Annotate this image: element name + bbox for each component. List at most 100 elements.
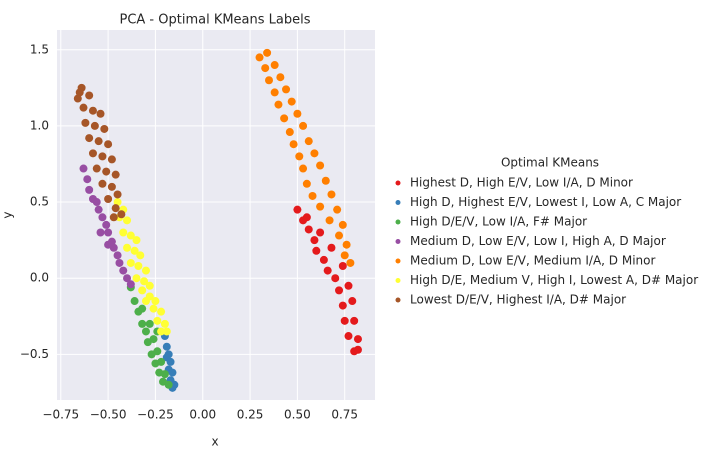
scatter-point xyxy=(123,274,132,283)
scatter-point xyxy=(96,228,105,237)
scatter-point xyxy=(346,258,355,267)
scatter-point xyxy=(293,109,302,118)
scatter-point xyxy=(138,286,147,295)
x-tick-label: −0.75 xyxy=(42,408,79,422)
scatter-point xyxy=(107,182,116,191)
scatter-point xyxy=(333,205,342,214)
scatter-point xyxy=(276,73,285,82)
scatter-point xyxy=(304,137,313,146)
scatter-point xyxy=(85,134,94,143)
scatter-point xyxy=(79,164,88,173)
scatter-point xyxy=(123,243,132,252)
scatter-point xyxy=(263,48,272,57)
scatter-point xyxy=(119,228,128,237)
scatter-point xyxy=(350,316,359,325)
scatter-point xyxy=(88,106,97,115)
scatter-point xyxy=(316,202,325,211)
scatter-point xyxy=(299,121,308,130)
scatter-point xyxy=(323,266,332,275)
scatter-point xyxy=(100,124,109,133)
scatter-point xyxy=(353,345,362,354)
scatter-point xyxy=(302,213,311,222)
scatter-point xyxy=(126,231,135,240)
y-tick-label: 1.0 xyxy=(30,118,49,132)
scatter-point xyxy=(104,140,113,149)
x-axis-label: x xyxy=(211,435,218,449)
scatter-point xyxy=(353,335,362,344)
scatter-point xyxy=(92,164,101,173)
scatter-point xyxy=(123,216,132,225)
scatter-point xyxy=(168,368,177,377)
scatter-point xyxy=(316,161,325,170)
legend-label: Lowest D/E/V, Highest I/A, D# Major xyxy=(410,293,626,307)
scatter-point xyxy=(280,114,289,123)
legend-marker xyxy=(395,297,401,303)
scatter-point xyxy=(130,297,139,306)
y-tick-label: 0.5 xyxy=(30,195,49,209)
scatter-point xyxy=(338,262,347,271)
legend-marker xyxy=(395,258,401,264)
scatter-point xyxy=(164,380,173,389)
scatter-point xyxy=(157,307,166,316)
scatter-point xyxy=(77,83,86,92)
scatter-point xyxy=(113,190,122,199)
legend-label: Medium D, Low E/V, Low I, High A, D Majo… xyxy=(410,234,666,248)
plot-area xyxy=(57,30,375,400)
scatter-point xyxy=(134,262,143,271)
scatter-point xyxy=(115,258,124,267)
scatter-point xyxy=(299,164,308,173)
scatter-point xyxy=(104,195,113,204)
scatter-point xyxy=(130,246,139,255)
legend-label: Highest D, High E/V, Low I/A, D Minor xyxy=(410,176,633,190)
scatter-point xyxy=(304,225,313,234)
scatter-point xyxy=(340,316,349,325)
scatter-point xyxy=(145,281,154,290)
scatter-point xyxy=(344,281,353,290)
scatter-point xyxy=(282,85,291,94)
scatter-point xyxy=(111,170,120,179)
scatter-point xyxy=(104,240,113,249)
y-tick-label: −0.5 xyxy=(20,347,49,361)
scatter-point xyxy=(255,53,264,62)
scatter-point xyxy=(348,297,357,306)
scatter-point xyxy=(141,297,150,306)
scatter-point xyxy=(153,347,162,356)
scatter-point xyxy=(308,191,317,200)
chart-title: PCA - Optimal KMeans Labels xyxy=(119,13,310,28)
x-tick-label: −0.50 xyxy=(90,408,127,422)
scatter-point xyxy=(83,175,92,184)
legend-label: High D/E, Medium V, High I, Lowest A, D#… xyxy=(410,273,698,287)
scatter-point xyxy=(138,319,147,328)
legend-marker xyxy=(395,239,401,244)
scatter-point xyxy=(141,327,150,336)
scatter-point xyxy=(109,213,118,222)
scatter-point xyxy=(98,179,107,188)
scatter-point xyxy=(316,228,325,237)
scatter-point xyxy=(270,88,279,97)
scatter-point xyxy=(162,327,171,336)
scatter-point xyxy=(85,185,94,194)
scatter-point xyxy=(113,251,122,260)
y-tick-label: 0.0 xyxy=(30,271,49,285)
scatter-point xyxy=(312,246,321,255)
scatter-point xyxy=(94,205,103,214)
scatter-point xyxy=(327,243,336,252)
scatter-point xyxy=(162,353,171,362)
scatter-point xyxy=(104,228,113,237)
scatter-point xyxy=(338,301,347,310)
scatter-point xyxy=(136,251,145,260)
legend-marker xyxy=(395,200,401,205)
y-axis-label: y xyxy=(1,211,15,218)
scatter-point xyxy=(94,137,103,146)
scatter-point xyxy=(270,61,279,70)
legend-label: High D/E/V, Low I/A, F# Major xyxy=(410,215,587,229)
x-tick-label: 0.50 xyxy=(284,408,311,422)
y-tick-label: 1.5 xyxy=(30,42,49,56)
scatter-point xyxy=(331,274,340,283)
scatter-point xyxy=(335,231,344,240)
scatter-point xyxy=(119,266,128,275)
scatter-point xyxy=(274,100,283,109)
scatter-point xyxy=(162,342,171,351)
scatter-point xyxy=(160,370,169,379)
